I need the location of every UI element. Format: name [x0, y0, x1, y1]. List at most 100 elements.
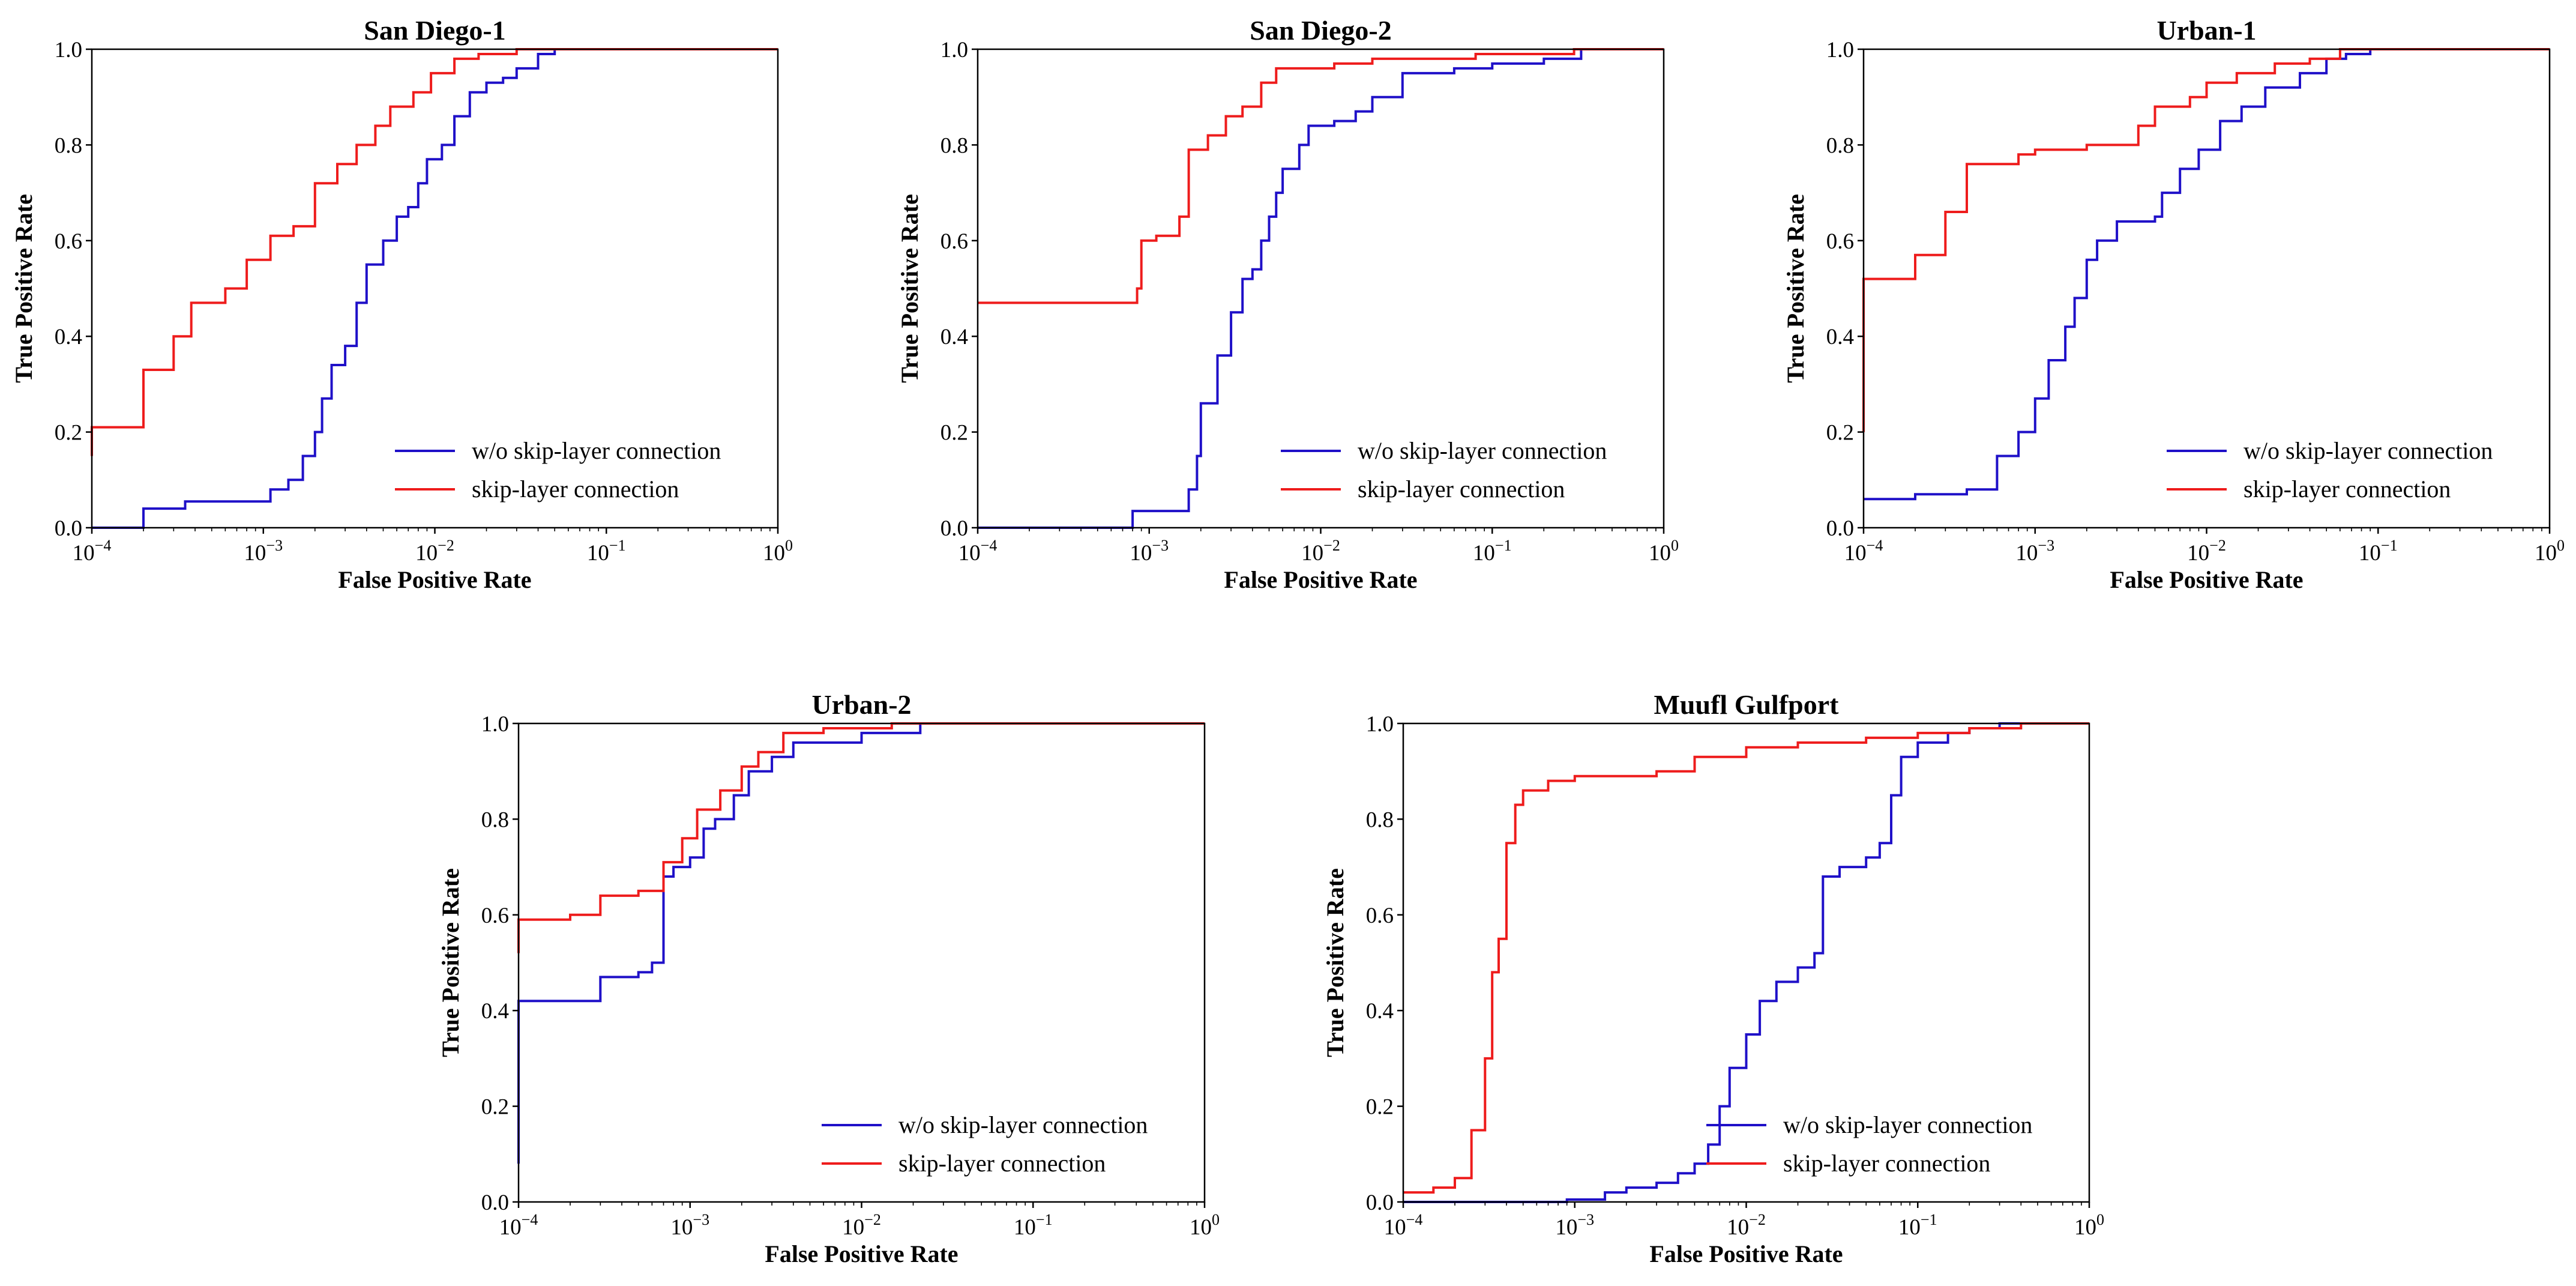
y-axis-label: True Positive Rate [896, 194, 923, 383]
series-wo-skip-line [517, 722, 1205, 1164]
x-tick-label: 10−4 [958, 537, 998, 566]
y-tick-label: 0.2 [1826, 421, 1854, 445]
legend: w/o skip-layer connection skip-layer conn… [395, 437, 721, 503]
subplot-3: Urban-10.00.20.40.60.81.010−4 10−3 10−2 10−… [1782, 15, 2565, 593]
y-tick-label: 0.6 [1366, 904, 1394, 928]
x-tick-base: 10 [1898, 1215, 1921, 1240]
x-tick-exponent: −2 [1749, 1211, 1766, 1228]
y-axis-label: True Positive Rate [437, 868, 464, 1057]
x-axis-label: False Positive Rate [1224, 566, 1417, 593]
x-tick-label: 10−4 [73, 537, 112, 566]
x-tick-exponent: −4 [1867, 537, 1883, 554]
y-tick-label: 1.0 [1366, 712, 1394, 737]
y-tick-label: 0.4 [1826, 325, 1854, 349]
x-tick-exponent: −3 [1577, 1211, 1594, 1228]
x-tick-base: 10 [415, 541, 438, 566]
y-tick-label: 0.8 [1826, 133, 1854, 158]
series-skip-line [91, 48, 778, 456]
y-tick-label: 0.4 [940, 325, 968, 349]
chart-title: Urban-2 [811, 689, 911, 720]
legend-label: w/o skip-layer connection [472, 437, 721, 464]
x-tick-base: 10 [1649, 541, 1671, 566]
x-tick-base: 10 [1555, 1215, 1577, 1240]
legend: w/o skip-layer connection skip-layer conn… [822, 1111, 1148, 1177]
subplot-4: Urban-20.00.20.40.60.81.010−4 10−3 10−2 10−… [437, 689, 1220, 1267]
x-tick-base: 10 [1384, 1215, 1406, 1240]
x-tick-exponent: −2 [864, 1211, 881, 1228]
legend-label: w/o skip-layer connection [1358, 437, 1607, 464]
x-tick-label: 10−1 [587, 537, 626, 566]
x-tick-base: 10 [1473, 541, 1495, 566]
series-wo-skip-line [1864, 48, 2550, 501]
legend-label: skip-layer connection [898, 1150, 1106, 1177]
x-tick-base: 10 [499, 1215, 522, 1240]
y-tick-label: 0.8 [940, 133, 968, 158]
legend-label: w/o skip-layer connection [898, 1111, 1148, 1138]
y-tick-label: 0.8 [1366, 808, 1394, 832]
legend-label: w/o skip-layer connection [2243, 437, 2493, 464]
y-tick-label: 0.2 [55, 421, 82, 445]
series-skip-line [1403, 722, 2089, 1194]
x-tick-base: 10 [763, 541, 785, 566]
y-tick-label: 0.4 [481, 999, 509, 1024]
x-tick-label: 10−4 [1384, 1211, 1423, 1240]
y-axis-label: True Positive Rate [1322, 868, 1349, 1057]
x-tick-base: 10 [2015, 541, 2038, 566]
x-tick-base: 10 [1844, 541, 1867, 566]
x-tick-label: 100 [2074, 1211, 2104, 1240]
x-tick-label: 10−1 [1898, 1211, 1937, 1240]
x-tick-exponent: −4 [95, 537, 112, 554]
y-tick-label: 0.0 [940, 516, 968, 541]
y-tick-label: 1.0 [940, 38, 968, 62]
x-tick-exponent: −1 [1921, 1211, 1937, 1228]
y-tick-label: 0.4 [1366, 999, 1394, 1024]
legend: w/o skip-layer connection skip-layer conn… [1706, 1111, 2032, 1177]
x-tick-base: 10 [670, 1215, 693, 1240]
x-tick-base: 10 [2187, 541, 2209, 566]
y-tick-label: 0.8 [481, 808, 509, 832]
x-tick-base: 10 [1727, 1215, 1749, 1240]
x-tick-label: 10−2 [2187, 537, 2226, 566]
chart-title: San Diego-1 [364, 15, 505, 46]
x-tick-label: 10−4 [499, 1211, 538, 1240]
x-tick-exponent: −3 [693, 1211, 709, 1228]
x-tick-exponent: −2 [438, 537, 454, 554]
x-tick-exponent: 0 [1212, 1211, 1220, 1228]
x-tick-exponent: 0 [785, 537, 793, 554]
x-tick-label: 10−3 [2015, 537, 2054, 566]
legend: w/o skip-layer connection skip-layer conn… [1281, 437, 1607, 503]
x-tick-label: 10−3 [1130, 537, 1169, 566]
y-tick-label: 0.0 [1366, 1191, 1394, 1215]
x-tick-base: 10 [1014, 1215, 1036, 1240]
x-tick-exponent: −4 [522, 1211, 538, 1228]
legend-label: skip-layer connection [1783, 1150, 1990, 1177]
x-tick-label: 10−3 [1555, 1211, 1594, 1240]
x-tick-base: 10 [2359, 541, 2381, 566]
x-tick-exponent: −1 [2381, 537, 2398, 554]
x-axis-label: False Positive Rate [1649, 1240, 1843, 1267]
y-tick-label: 0.2 [1366, 1095, 1394, 1120]
series-skip-line [978, 48, 1664, 304]
x-tick-label: 10−2 [1727, 1211, 1766, 1240]
y-tick-label: 0.2 [481, 1095, 509, 1120]
x-tick-exponent: −1 [1495, 537, 1512, 554]
x-tick-label: 10−3 [244, 537, 283, 566]
x-tick-exponent: 0 [2557, 537, 2565, 554]
x-axis-label: False Positive Rate [338, 566, 531, 593]
x-tick-exponent: −3 [266, 537, 283, 554]
legend-label: skip-layer connection [2243, 475, 2451, 503]
x-tick-base: 10 [1130, 541, 1152, 566]
subplot-1: San Diego-10.00.20.40.60.81.010−4 10−3 10−… [10, 15, 793, 593]
y-axis-label: True Positive Rate [10, 194, 37, 383]
x-tick-base: 10 [842, 1215, 864, 1240]
series-wo-skip-line [1403, 722, 2089, 1203]
x-tick-label: 10−4 [1844, 537, 1883, 566]
y-tick-label: 0.6 [940, 229, 968, 254]
x-tick-base: 10 [958, 541, 981, 566]
y-tick-label: 1.0 [1826, 38, 1854, 62]
legend: w/o skip-layer connection skip-layer conn… [2167, 437, 2493, 503]
x-tick-label: 10−2 [842, 1211, 881, 1240]
x-axis-label: False Positive Rate [765, 1240, 958, 1267]
